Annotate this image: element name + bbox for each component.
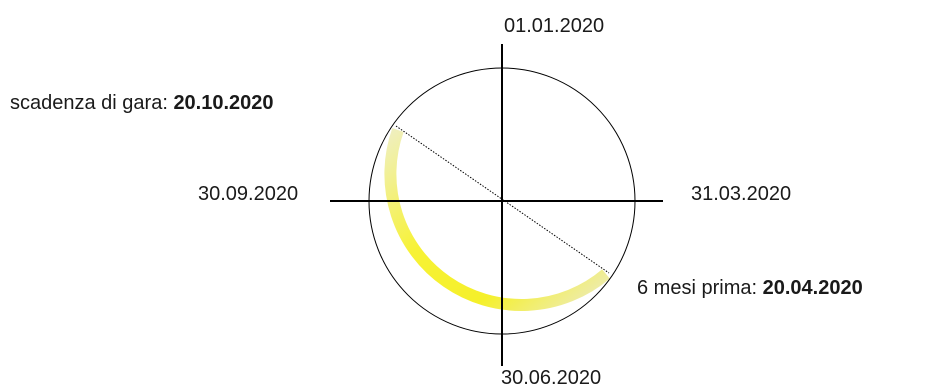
six-months-prefix: 6 mesi prima: xyxy=(637,277,763,299)
diagonal-connector xyxy=(395,125,610,274)
axis-label-left: 30.09.2020 xyxy=(198,183,299,205)
axis-label-top: 01.01.2020 xyxy=(504,15,605,37)
six-months-date: 20.04.2020 xyxy=(762,277,863,299)
axis-label-right: 31.03.2020 xyxy=(691,183,792,205)
axis-label-bottom: 30.06.2020 xyxy=(501,367,602,389)
highlight-arc xyxy=(384,127,610,311)
six-months-annotation: 6 mesi prima: 20.04.2020 xyxy=(637,276,863,300)
deadline-annotation: scadenza di gara: 20.10.2020 xyxy=(10,91,274,115)
deadline-prefix: scadenza di gara: xyxy=(10,92,174,114)
deadline-date: 20.10.2020 xyxy=(173,92,274,114)
